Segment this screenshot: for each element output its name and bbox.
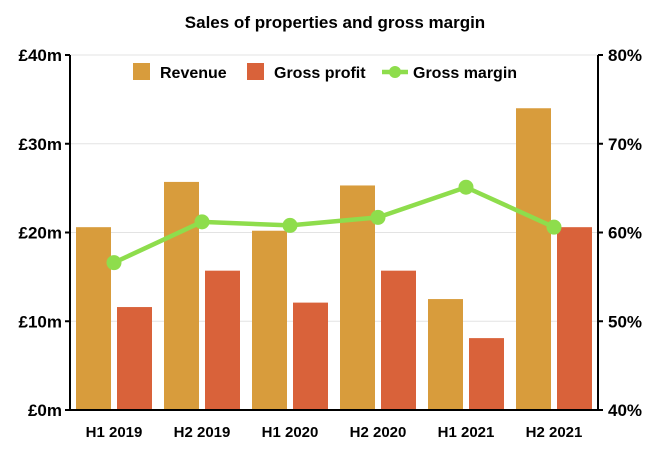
gross-margin-point (194, 214, 210, 230)
gross-margin-point (106, 255, 122, 271)
bar-gross-profit (293, 302, 328, 410)
axes: £0m £10m £20m £30m £40m 40% 50% 60% 70% 80% H1 201… (19, 46, 643, 441)
legend-label: Gross margin (413, 65, 517, 82)
chart-title: Sales of properties and gross margin (185, 13, 485, 32)
bar-gross-profit (381, 270, 416, 410)
bars (76, 108, 592, 410)
right-tick-label: 80% (608, 46, 642, 65)
bar-gross-profit (469, 338, 504, 410)
gross-margin-line (106, 179, 562, 271)
legend-swatch (133, 63, 150, 80)
gross-margin-point (546, 219, 562, 235)
gross-margin-point (370, 209, 386, 225)
x-tick-label: H2 2019 (174, 424, 231, 441)
x-tick-label: H1 2019 (86, 424, 143, 441)
bar-gross-profit (117, 307, 152, 410)
right-tick-label: 70% (608, 135, 642, 154)
legend-swatch-marker (389, 66, 401, 78)
bar-revenue (252, 230, 287, 410)
legend-swatch (247, 63, 264, 80)
gridlines (70, 54, 598, 322)
x-tick-label: H2 2020 (350, 424, 407, 441)
left-tick-label: £0m (28, 401, 62, 420)
bar-revenue (428, 299, 463, 410)
x-tick-label: H2 2021 (526, 424, 583, 441)
left-tick-label: £10m (19, 312, 62, 331)
bar-gross-profit (205, 270, 240, 410)
gross-margin-point (458, 179, 474, 195)
bar-gross-profit (557, 227, 592, 410)
left-tick-label: £20m (19, 224, 62, 243)
legend-label: Gross profit (274, 65, 366, 82)
right-tick-label: 60% (608, 224, 642, 243)
legend-label: Revenue (160, 65, 227, 82)
legend: Revenue Gross profit Gross margin (133, 63, 517, 82)
left-tick-label: £30m (19, 135, 62, 154)
bar-revenue (516, 108, 551, 410)
x-tick-label: H1 2021 (438, 424, 495, 441)
bar-revenue (164, 181, 199, 410)
left-tick-label: £40m (19, 46, 62, 65)
bar-revenue (76, 227, 111, 410)
gross-margin-point (282, 217, 298, 233)
right-tick-label: 50% (608, 312, 642, 331)
gross-margin-line-path (113, 184, 555, 265)
x-tick-label: H1 2020 (262, 424, 319, 441)
bar-revenue (340, 185, 375, 410)
right-tick-label: 40% (608, 401, 642, 420)
